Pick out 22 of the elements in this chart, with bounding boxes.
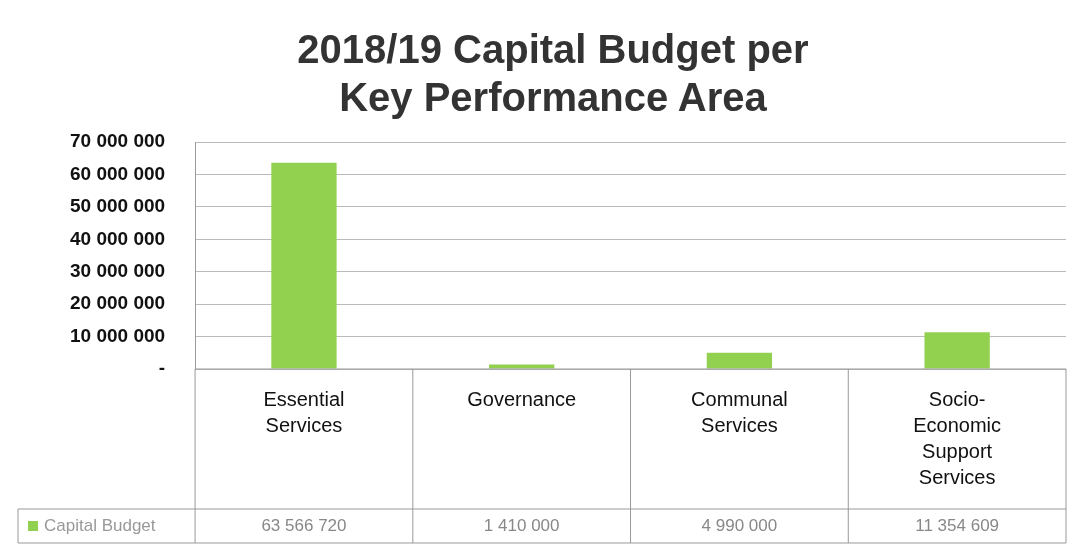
x-tick-label: Socio-Economic Support Services (913, 387, 1002, 488)
y-tick-label: 10 000 000 (70, 324, 166, 346)
data-label: 63 566 720 (261, 515, 347, 535)
chart-title: 2018/19 Capital Budget per Key Performance Area (297, 27, 809, 120)
y-tick-label: 60 000 000 (70, 162, 166, 184)
data-label: 1 410 000 (483, 515, 560, 535)
y-tick-label: 70 000 000 (70, 130, 166, 152)
y-tick-label: 40 000 000 (70, 227, 166, 249)
bar (706, 352, 773, 369)
legend-label: Capital Budget (44, 515, 156, 535)
x-tick-label: Communal Services (691, 387, 788, 436)
data-label: 11 354 609 (915, 515, 1000, 535)
y-tick-label: 20 000 000 (70, 292, 166, 314)
bar (924, 332, 990, 369)
data-label: 4 990 000 (701, 515, 778, 535)
bar (271, 162, 337, 369)
y-tick-label: 30 000 000 (70, 259, 166, 281)
bar (489, 364, 555, 369)
y-tick-label: 50 000 000 (70, 195, 166, 217)
y-tick-label: - (158, 357, 166, 379)
x-tick-label: Governance (467, 387, 577, 410)
x-tick-label: Essential Services (263, 387, 345, 436)
